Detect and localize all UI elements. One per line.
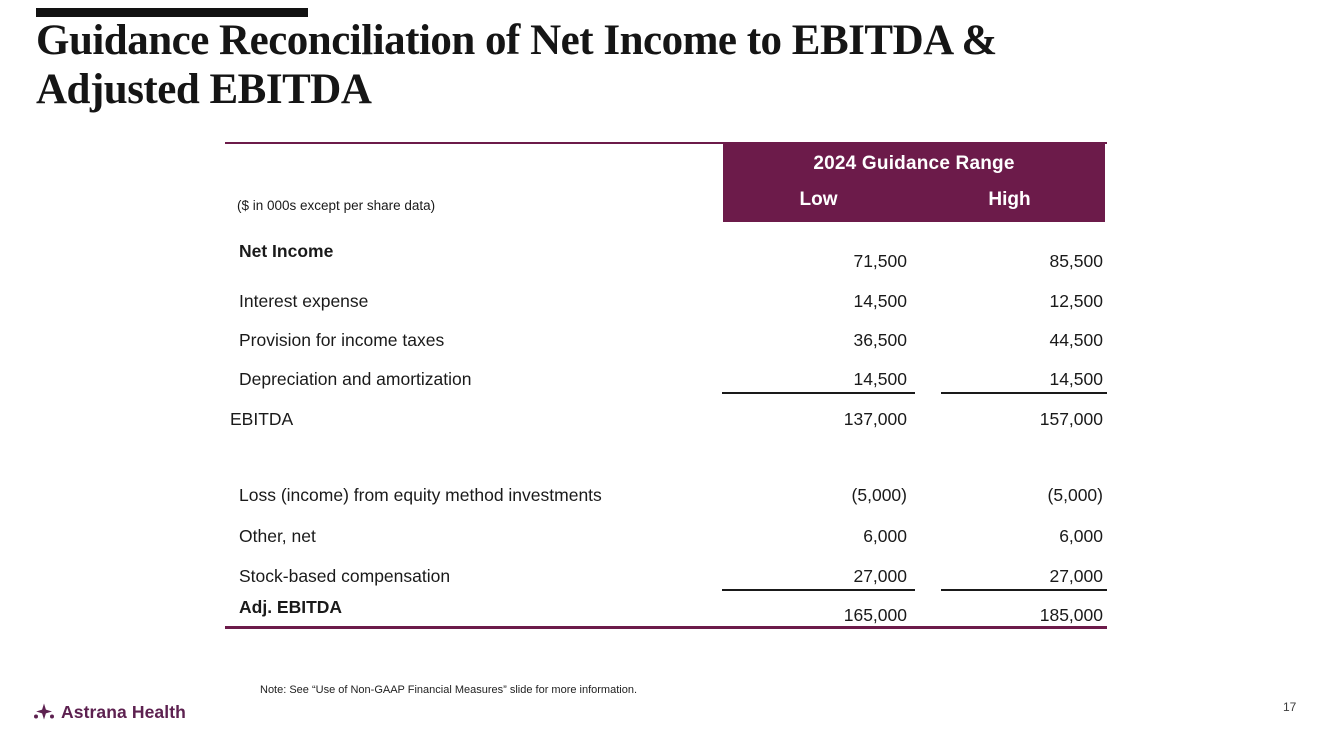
page-number: 17	[1283, 700, 1297, 714]
row-label: Depreciation and amortization	[239, 368, 472, 389]
row-label: Loss (income) from equity method investm…	[239, 484, 602, 505]
table-row: Other, net 6,000 6,000	[225, 521, 1107, 551]
row-label: EBITDA	[230, 408, 294, 429]
row-label: Other, net	[239, 525, 316, 546]
table-row: Interest expense 14,500 12,500	[225, 286, 1107, 316]
title-line-1: Guidance Reconciliation of Net Income to…	[36, 17, 997, 64]
title-line-2: Adjusted EBITDA	[36, 66, 372, 113]
row-value-high: 12,500	[1049, 290, 1103, 311]
row-value-low: 165,000	[843, 604, 907, 625]
units-label: ($ in 000s except per share data)	[237, 198, 436, 213]
page-title: Guidance Reconciliation of Net Income to…	[36, 16, 1156, 114]
row-value-high: 85,500	[1049, 250, 1103, 271]
subtotal-underline-high-2	[941, 589, 1107, 591]
table-header-block: 2024 Guidance Range Low High	[723, 144, 1105, 222]
guidance-range-header: 2024 Guidance Range	[813, 153, 1015, 174]
astrana-logo-icon	[34, 703, 54, 720]
table-top-rule	[225, 142, 1107, 144]
table-row: EBITDA 137,000 157,000	[225, 404, 1107, 434]
row-label: Interest expense	[239, 290, 369, 311]
row-value-low: 71,500	[853, 250, 907, 271]
subtotal-underline-high-1	[941, 392, 1107, 394]
row-value-low: (5,000)	[851, 484, 907, 505]
table-row: Loss (income) from equity method investm…	[225, 480, 1107, 510]
row-value-low: 27,000	[853, 565, 907, 586]
table-row: Adj. EBITDA 165,000 185,000	[225, 592, 1107, 625]
subtotal-underline-low-2	[722, 589, 915, 591]
row-value-high: 6,000	[1059, 525, 1103, 546]
row-value-low: 137,000	[843, 408, 907, 429]
row-value-high: 14,500	[1049, 368, 1103, 389]
row-value-low: 6,000	[863, 525, 907, 546]
row-value-high: 44,500	[1049, 329, 1103, 350]
row-value-low: 36,500	[853, 329, 907, 350]
table-row: Stock-based compensation 27,000 27,000	[225, 561, 1107, 591]
column-header-high: High	[988, 189, 1031, 210]
table-row: Depreciation and amortization 14,500 14,50…	[225, 364, 1107, 394]
row-label: Stock-based compensation	[239, 565, 451, 586]
row-label: Provision for income taxes	[239, 329, 445, 350]
table-bottom-rule	[225, 626, 1107, 629]
column-headers: Low High	[723, 189, 1105, 211]
table-row: Net Income 71,500 85,500	[225, 236, 1107, 271]
row-value-high: 27,000	[1049, 565, 1103, 586]
row-value-low: 14,500	[853, 290, 907, 311]
row-value-low: 14,500	[853, 368, 907, 389]
subtotal-underline-low-1	[722, 392, 915, 394]
row-value-high: (5,000)	[1047, 484, 1103, 505]
row-value-high: 185,000	[1039, 604, 1103, 625]
logo: Astrana Health	[33, 701, 186, 723]
row-value-high: 157,000	[1039, 408, 1103, 429]
row-label: Net Income	[239, 240, 334, 261]
logo-wordmark: Astrana Health	[61, 701, 186, 722]
footnote: Note: See “Use of Non-GAAP Financial Mea…	[260, 684, 638, 696]
top-accent-bar	[36, 8, 308, 17]
row-label: Adj. EBITDA	[239, 596, 343, 617]
table-row: Provision for income taxes 36,500 44,500	[225, 325, 1107, 355]
column-header-low: Low	[799, 189, 838, 210]
